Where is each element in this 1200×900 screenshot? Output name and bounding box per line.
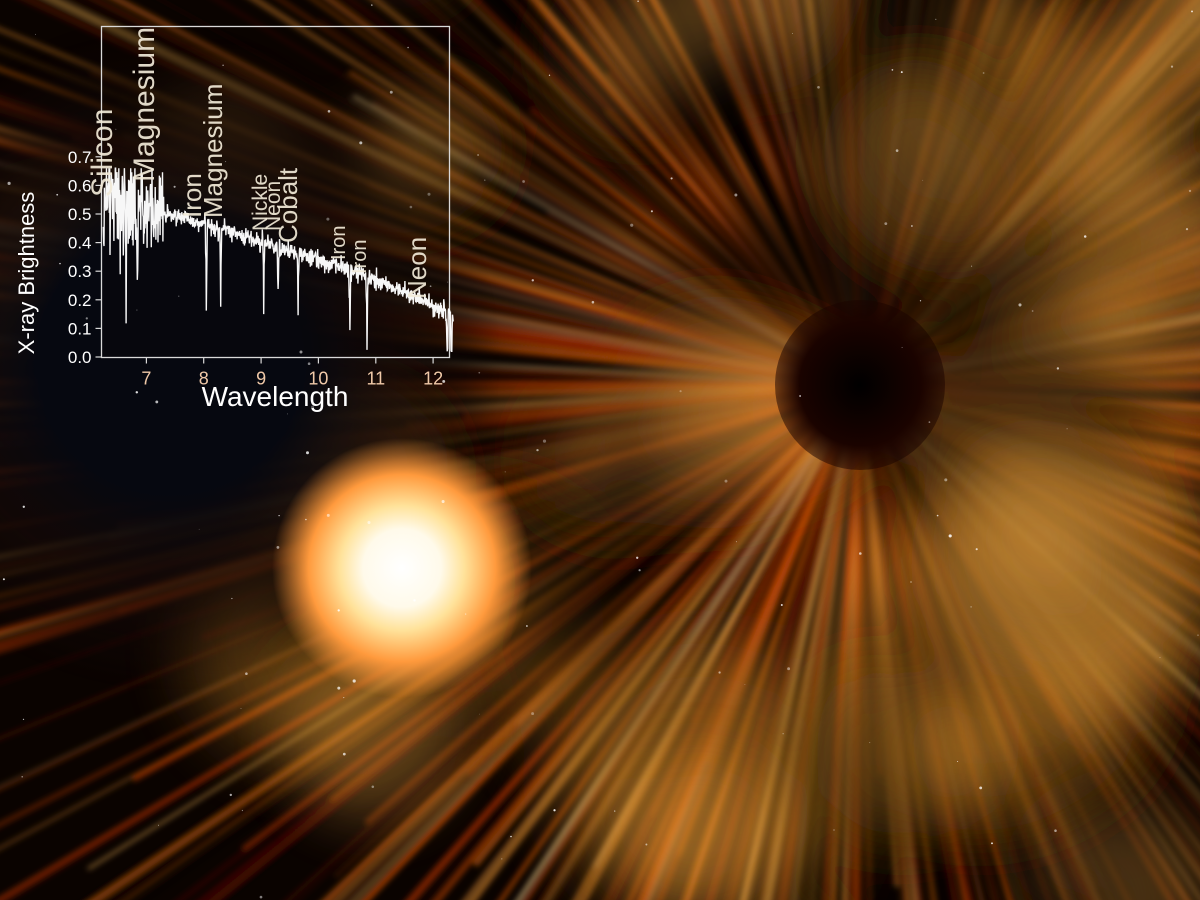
svg-text:Cobalt: Cobalt (273, 167, 303, 243)
svg-text:7: 7 (141, 369, 151, 389)
svg-text:Wavelength: Wavelength (202, 381, 349, 412)
svg-text:0.2: 0.2 (68, 291, 92, 310)
svg-text:Silicon: Silicon (86, 109, 119, 197)
svg-text:Neon: Neon (402, 237, 432, 299)
svg-text:0.0: 0.0 (68, 348, 92, 367)
svg-text:11: 11 (366, 369, 385, 389)
svg-text:0.4: 0.4 (68, 234, 92, 253)
svg-text:0.1: 0.1 (68, 319, 92, 338)
svg-text:0.3: 0.3 (68, 262, 92, 281)
svg-text:0.5: 0.5 (68, 205, 92, 224)
svg-text:X-ray Brightness: X-ray Brightness (14, 192, 39, 355)
svg-text:Magnesium: Magnesium (128, 27, 161, 182)
svg-text:Iron: Iron (349, 240, 371, 274)
svg-text:Magnesium: Magnesium (198, 84, 228, 218)
svg-text:12: 12 (423, 369, 443, 389)
svg-text:Iron: Iron (328, 226, 350, 260)
